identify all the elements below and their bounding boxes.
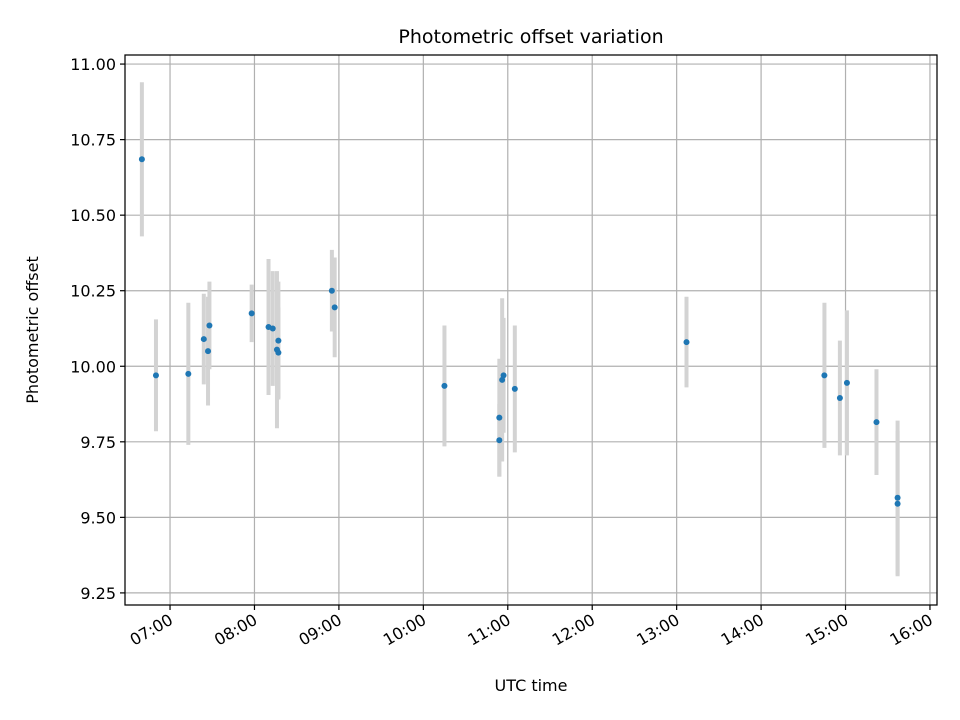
y-tick-label: 9.50 bbox=[80, 508, 116, 527]
y-axis-label: Photometric offset bbox=[23, 256, 42, 404]
data-point bbox=[821, 372, 828, 379]
data-point bbox=[205, 348, 212, 355]
x-tick-label: 12:00 bbox=[549, 610, 598, 650]
data-point bbox=[331, 304, 338, 311]
data-point bbox=[873, 419, 880, 426]
y-axis-ticks: 9.25 9.50 9.75 10.00 10.25 10.50 10.75 11.00 bbox=[70, 55, 125, 603]
data-point bbox=[275, 337, 282, 344]
data-point bbox=[496, 437, 503, 444]
x-axis-label: UTC time bbox=[495, 676, 568, 695]
x-tick-label: 15:00 bbox=[802, 610, 851, 650]
data-point bbox=[894, 500, 901, 507]
data-point bbox=[843, 379, 850, 386]
y-tick-label: 9.25 bbox=[80, 584, 116, 603]
x-tick-label: 10:00 bbox=[380, 610, 429, 650]
data-point bbox=[328, 287, 335, 294]
x-tick-label: 13:00 bbox=[633, 610, 682, 650]
data-point bbox=[894, 494, 901, 501]
plot-frame bbox=[124, 54, 938, 606]
y-tick-label: 10.50 bbox=[70, 206, 116, 225]
data-point bbox=[500, 372, 507, 379]
x-tick-label: 07:00 bbox=[127, 610, 176, 650]
data-point bbox=[683, 339, 690, 346]
data-point bbox=[248, 310, 255, 317]
point-layer bbox=[138, 156, 901, 507]
data-point bbox=[511, 385, 518, 392]
grid-layer bbox=[125, 55, 937, 605]
y-tick-label: 10.00 bbox=[70, 357, 116, 376]
data-point bbox=[275, 349, 282, 356]
x-axis-ticks: 07:00 08:00 09:00 10:00 11:00 12:00 13:00 14:00… bbox=[127, 605, 936, 650]
x-tick-label: 08:00 bbox=[211, 610, 260, 650]
data-point bbox=[441, 382, 448, 389]
x-tick-label: 11:00 bbox=[464, 610, 513, 650]
data-point bbox=[269, 325, 276, 332]
data-point bbox=[206, 322, 213, 329]
x-tick-label: 14:00 bbox=[718, 610, 767, 650]
chart-title: Photometric offset variation bbox=[398, 26, 663, 48]
x-tick-label: 09:00 bbox=[295, 610, 344, 650]
data-point bbox=[499, 376, 506, 383]
data-point bbox=[185, 370, 192, 377]
y-tick-label: 11.00 bbox=[70, 55, 116, 74]
data-point bbox=[836, 394, 843, 401]
data-point bbox=[200, 336, 207, 343]
data-point bbox=[496, 414, 503, 421]
data-point bbox=[138, 156, 145, 163]
y-tick-label: 10.25 bbox=[70, 282, 116, 301]
y-tick-label: 9.75 bbox=[80, 433, 116, 452]
x-tick-label: 16:00 bbox=[887, 610, 936, 650]
data-point bbox=[152, 372, 159, 379]
errorbar-layer bbox=[139, 82, 900, 577]
y-tick-label: 10.75 bbox=[70, 131, 116, 150]
